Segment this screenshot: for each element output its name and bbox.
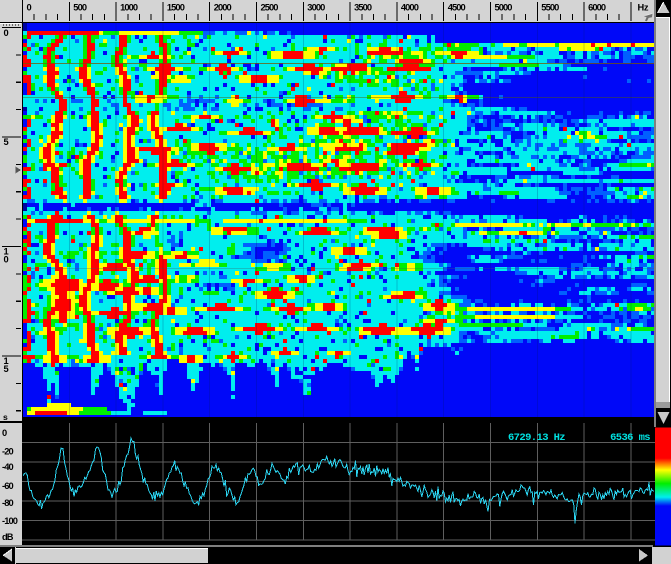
svg-text:2500: 2500 — [261, 2, 279, 12]
svg-text:-60: -60 — [2, 481, 13, 491]
svg-text:5: 5 — [4, 137, 9, 147]
svg-text:6729.13 Hz: 6729.13 Hz — [508, 432, 565, 444]
svg-text:500: 500 — [73, 2, 87, 12]
svg-text:3000: 3000 — [307, 2, 325, 12]
svg-text:6000: 6000 — [588, 2, 606, 12]
svg-text:2000: 2000 — [214, 2, 232, 12]
svg-text:1500: 1500 — [167, 2, 185, 12]
svg-text:0: 0 — [27, 2, 32, 12]
svg-text:5000: 5000 — [495, 2, 513, 12]
svg-text:1: 1 — [4, 247, 9, 257]
svg-text:0: 0 — [4, 255, 9, 265]
svg-text:0: 0 — [2, 428, 7, 438]
svg-text:-40: -40 — [2, 462, 13, 472]
svg-text:-80: -80 — [2, 498, 13, 508]
svg-text:6536 ms: 6536 ms — [610, 432, 650, 444]
svg-text:4500: 4500 — [448, 2, 466, 12]
svg-text:0: 0 — [4, 28, 9, 38]
svg-text:dB: dB — [2, 532, 14, 542]
svg-text:-20: -20 — [2, 447, 13, 457]
svg-text:5500: 5500 — [541, 2, 559, 12]
svg-text:5: 5 — [4, 364, 9, 374]
svg-text:4000: 4000 — [401, 2, 419, 12]
svg-text:1000: 1000 — [120, 2, 138, 12]
svg-text:-100: -100 — [2, 516, 18, 526]
svg-text:3500: 3500 — [354, 2, 372, 12]
svg-text:1: 1 — [4, 356, 9, 366]
svg-text:s: s — [3, 412, 8, 422]
svg-text:Hz: Hz — [638, 2, 649, 12]
